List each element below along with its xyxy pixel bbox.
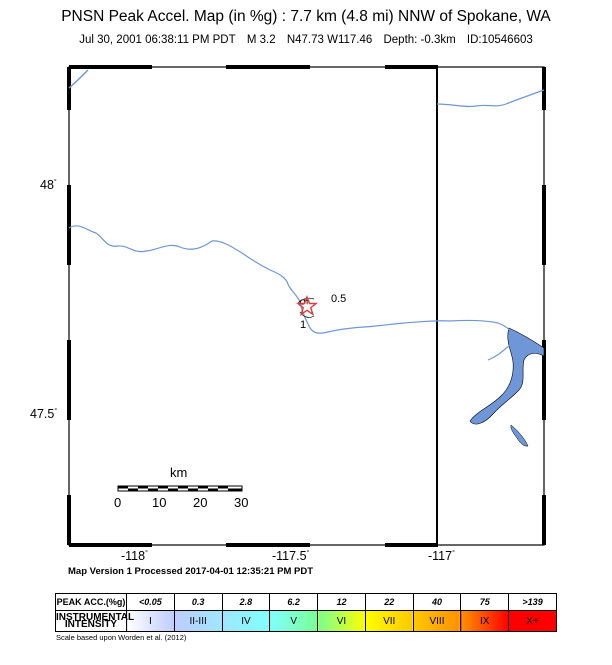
scale-bar bbox=[117, 485, 243, 492]
legend-intensity: V bbox=[269, 610, 319, 632]
event-datetime: Jul 30, 2001 06:38:11 PM PDT bbox=[79, 34, 236, 46]
map-title: PNSN Peak Accel. Map (in %g) : 7.7 km (4… bbox=[61, 8, 551, 25]
legend-acc-value: 2.8 bbox=[221, 593, 271, 611]
spokane-river bbox=[68, 225, 513, 334]
longitude-label: -117° bbox=[428, 549, 455, 563]
legend-acc-value: 6.2 bbox=[269, 593, 319, 611]
scale-bar-unit: km bbox=[170, 465, 188, 480]
legend-acc-value: 0.3 bbox=[173, 593, 223, 611]
scale-bar-tick: 0 bbox=[114, 495, 122, 510]
map-frame bbox=[68, 66, 545, 546]
map-version: Map Version 1 Processed 2017-04-01 12:35… bbox=[68, 566, 314, 577]
contour-label: 0.5 bbox=[331, 293, 346, 305]
legend-intensity: IX bbox=[460, 610, 510, 632]
scale-bar-tick: 10 bbox=[152, 495, 167, 510]
legend-intensity: II-III bbox=[173, 610, 223, 632]
event-depth: Depth: -0.3km bbox=[383, 34, 456, 46]
legend-int-header: INSTRUMENTAL INTENSITY bbox=[55, 610, 135, 632]
legend-acc-value: 12 bbox=[317, 593, 366, 611]
legend-acc-value: >139 bbox=[508, 593, 557, 611]
lake-south bbox=[510, 424, 529, 447]
legend-acc-value: 75 bbox=[460, 593, 510, 611]
river-ne bbox=[436, 89, 545, 108]
legend-acc-value: <0.05 bbox=[126, 593, 175, 611]
contour-label: 5 bbox=[297, 299, 309, 305]
river-nw bbox=[68, 69, 89, 89]
legend-intensity: VIII bbox=[412, 610, 462, 632]
scale-bar-tick: 30 bbox=[234, 495, 249, 510]
legend-acc-header: PEAK ACC.(%g) bbox=[55, 593, 127, 611]
scale-note: Scale based upon Worden et al. (2012) bbox=[56, 633, 187, 642]
longitude-label: -118° bbox=[121, 549, 148, 563]
legend-intensity: VII bbox=[364, 610, 414, 632]
event-details: Jul 30, 2001 06:38:11 PM PDT M 3.2 N47.7… bbox=[0, 34, 612, 46]
frame-ticks bbox=[67, 65, 546, 547]
scale-bar-tick: 20 bbox=[193, 495, 208, 510]
event-magnitude: M 3.2 bbox=[246, 34, 276, 46]
contour-label: 1 bbox=[300, 319, 306, 331]
legend-intensity: VI bbox=[317, 610, 366, 632]
river-se bbox=[487, 344, 511, 361]
contour-line bbox=[297, 297, 315, 304]
legend-acc-value: 40 bbox=[412, 593, 462, 611]
legend-intensity: X+ bbox=[508, 610, 557, 632]
latitude-label: 47.5° bbox=[30, 407, 58, 421]
epicenter-star bbox=[296, 295, 318, 317]
lake bbox=[469, 327, 545, 425]
latitude-label: 48° bbox=[40, 178, 57, 192]
longitude-label: -117.5° bbox=[272, 549, 310, 563]
intensity-legend: PEAK ACC.(%g) <0.05 0.3 2.8 6.2 12 22 40… bbox=[55, 593, 557, 632]
legend-intensity: IV bbox=[221, 610, 271, 632]
legend-acc-value: 22 bbox=[364, 593, 414, 611]
event-location: N47.73 W117.46 bbox=[286, 34, 373, 46]
event-id: ID:10546603 bbox=[466, 34, 533, 46]
